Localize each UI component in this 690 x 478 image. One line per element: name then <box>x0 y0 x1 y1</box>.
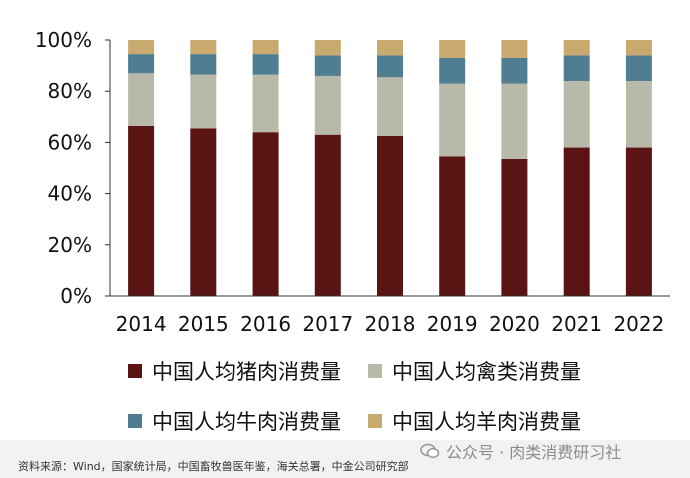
bar-beef-2020 <box>501 57 528 84</box>
bar-poultry-2015 <box>190 74 217 129</box>
legend: 中国人均猪肉消费量 中国人均禽类消费量 中国人均牛肉消费量 中国人均羊肉消费量 <box>128 356 608 436</box>
footer-band <box>0 440 690 478</box>
bar-poultry-2018 <box>377 77 403 136</box>
y-tick-label-80%: 80% <box>48 79 92 103</box>
bar-beef-2018 <box>377 55 403 78</box>
bar-mutton-2022 <box>625 40 652 56</box>
legend-swatch-pork <box>128 364 142 378</box>
x-tick-label-2014: 2014 <box>116 312 167 336</box>
bar-beef-2021 <box>563 55 590 81</box>
bar-poultry-2014 <box>128 73 155 126</box>
bar-mutton-2016 <box>252 40 279 55</box>
x-tick-label-2016: 2016 <box>240 312 291 336</box>
bar-pork-2016 <box>252 132 279 296</box>
bar-pork-2014 <box>128 125 155 296</box>
legend-label-pork: 中国人均猪肉消费量 <box>152 360 341 384</box>
bar-mutton-2015 <box>190 40 217 55</box>
x-tick-label-2019: 2019 <box>427 312 478 336</box>
bar-beef-2019 <box>439 57 466 84</box>
bar-mutton-2018 <box>377 40 403 56</box>
legend-item-mutton: 中国人均羊肉消费量 <box>368 406 608 436</box>
bar-beef-2017 <box>314 55 341 76</box>
bar-pork-2018 <box>377 136 403 296</box>
y-tick-label-100%: 100% <box>35 28 92 52</box>
bar-beef-2022 <box>625 55 652 81</box>
stacked-bar-chart: 2014 2015 2016 2017 2018 2019 2020 2021 2022 0% 20… <box>35 28 670 336</box>
bar-pork-2021 <box>563 147 590 296</box>
source-note: 资料来源：Wind，国家统计局，中国畜牧兽医年鉴，海关总署，中金公司研究部 <box>18 460 409 473</box>
bar-beef-2015 <box>190 54 217 75</box>
bar-pork-2020 <box>501 159 528 296</box>
bar-mutton-2019 <box>439 40 466 58</box>
legend-swatch-mutton <box>368 414 382 428</box>
x-tick-label-2022: 2022 <box>613 312 664 336</box>
bar-pork-2019 <box>439 156 466 296</box>
legend-item-pork: 中国人均猪肉消费量 <box>128 356 368 386</box>
x-tick-label-2018: 2018 <box>365 312 416 336</box>
bars-group <box>128 40 652 296</box>
bar-pork-2017 <box>314 134 341 296</box>
bar-beef-2016 <box>252 54 279 75</box>
legend-label-poultry: 中国人均禽类消费量 <box>392 360 581 384</box>
axes-group: 2014 2015 2016 2017 2018 2019 2020 2021 2022 0% 20… <box>35 28 670 336</box>
bar-pork-2015 <box>190 128 217 296</box>
y-tick-label-20%: 20% <box>48 233 92 257</box>
bar-mutton-2017 <box>314 40 341 56</box>
x-tick-label-2021: 2021 <box>551 312 602 336</box>
legend-item-beef: 中国人均牛肉消费量 <box>128 406 368 436</box>
y-tick-label-60%: 60% <box>48 130 92 154</box>
x-tick-label-2015: 2015 <box>178 312 229 336</box>
bar-mutton-2021 <box>563 40 590 56</box>
watermark: 公众号 · 肉类消费研习社 <box>420 439 621 463</box>
watermark-text: 公众号 · 肉类消费研习社 <box>446 443 622 462</box>
legend-label-beef: 中国人均牛肉消费量 <box>152 410 341 434</box>
bar-poultry-2020 <box>501 83 528 159</box>
bar-poultry-2019 <box>439 83 466 157</box>
x-tick-label-2020: 2020 <box>489 312 540 336</box>
legend-item-poultry: 中国人均禽类消费量 <box>368 356 608 386</box>
y-tick-label-40%: 40% <box>48 182 92 206</box>
legend-swatch-poultry <box>368 364 382 378</box>
legend-label-mutton: 中国人均羊肉消费量 <box>392 410 581 434</box>
bar-poultry-2017 <box>314 75 341 135</box>
wechat-icon <box>420 443 440 459</box>
bar-pork-2022 <box>625 147 652 296</box>
bar-poultry-2022 <box>625 81 652 148</box>
bar-mutton-2020 <box>501 40 528 58</box>
y-tick-label-0%: 0% <box>60 284 92 308</box>
bar-mutton-2014 <box>128 40 155 55</box>
bar-beef-2014 <box>128 54 155 74</box>
bar-poultry-2016 <box>252 74 279 133</box>
legend-swatch-beef <box>128 414 142 428</box>
x-tick-label-2017: 2017 <box>302 312 353 336</box>
bar-poultry-2021 <box>563 81 590 148</box>
